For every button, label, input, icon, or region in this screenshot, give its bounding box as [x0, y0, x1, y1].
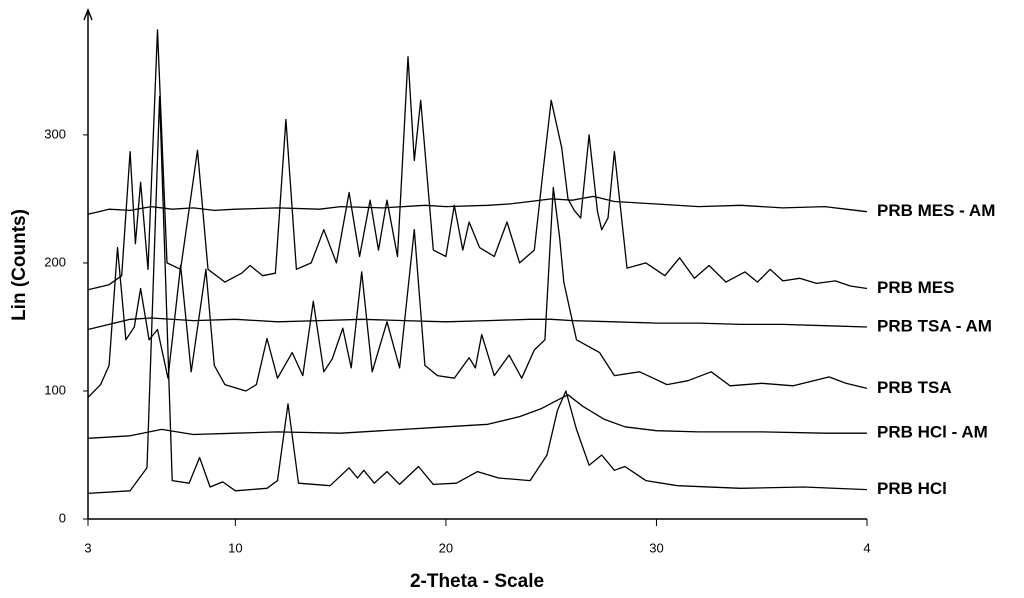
series-line — [87, 394, 867, 439]
series-line — [87, 29, 868, 291]
x-tick-label: 20 — [439, 540, 453, 555]
y-axis-label: Lin (Counts) — [9, 209, 30, 321]
y-tick-label: 100 — [44, 382, 66, 397]
x-tick-label: 30 — [649, 540, 663, 555]
axis-arrow — [83, 7, 93, 21]
series-label: PRB TSA - AM — [877, 316, 992, 335]
x-tick-label: 4 — [863, 540, 870, 555]
series-label: PRB HCl - AM — [877, 423, 988, 442]
series-label: PRB TSA — [877, 378, 952, 397]
series-label: PRB MES — [877, 278, 954, 297]
x-axis-label: 2-Theta - Scale — [410, 571, 544, 592]
y-tick-label: 0 — [59, 510, 66, 525]
x-tick-label: 10 — [228, 540, 242, 555]
x-tick-label: 3 — [84, 540, 91, 555]
series-line — [87, 195, 868, 215]
series-line — [87, 186, 868, 398]
series-label: PRB HCl — [877, 479, 947, 498]
series-line — [87, 95, 868, 495]
y-tick-label: 200 — [44, 254, 66, 269]
series-line — [87, 317, 868, 331]
series-label: PRB MES - AM — [877, 201, 995, 220]
y-tick-label: 300 — [44, 126, 66, 141]
